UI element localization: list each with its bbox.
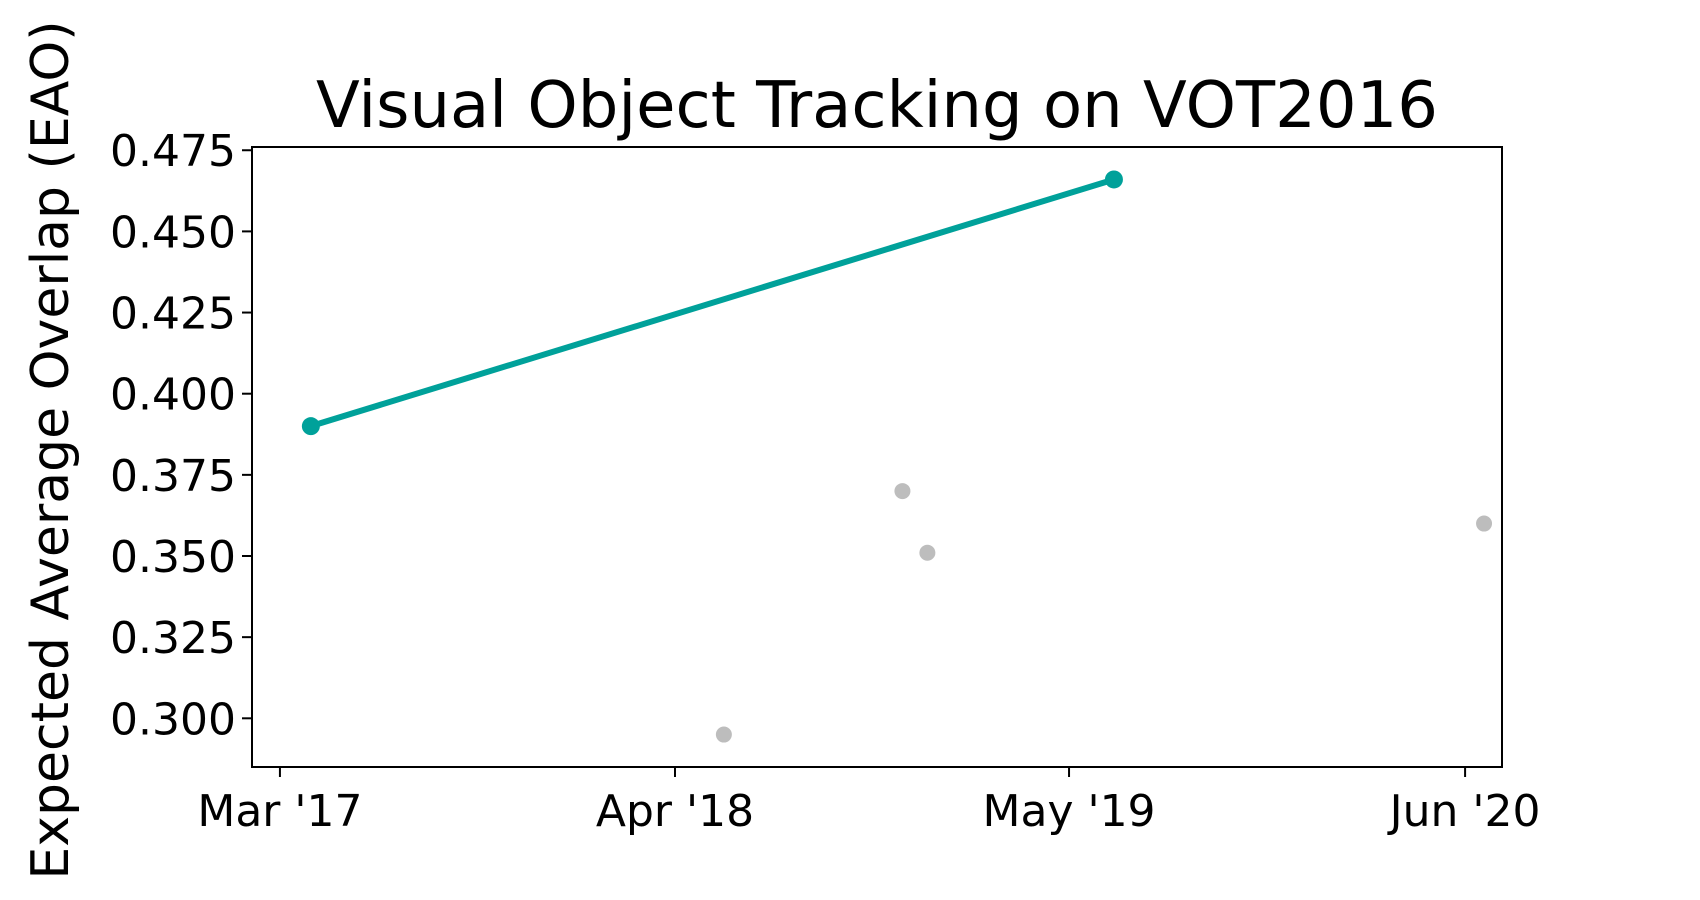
y-axis: 0.300 0.325 0.350 0.375 0.400 0.425 0.450 0.475	[110, 126, 252, 745]
y-tick-label: 0.350	[110, 532, 236, 583]
x-axis: Mar '17 Apr '18 May '19 Jun '20	[197, 767, 1541, 837]
chart-title: Visual Object Tracking on VOT2016	[316, 69, 1438, 143]
other-point	[919, 544, 936, 561]
sota-line	[307, 176, 1117, 430]
x-tick-label: Apr '18	[596, 786, 754, 837]
other-point	[715, 726, 732, 743]
y-tick-label: 0.475	[110, 126, 236, 177]
x-tick-label: Mar '17	[197, 786, 362, 837]
y-axis-label: Expected Average Overlap (EAO)	[21, 20, 81, 879]
y-tick-label: 0.450	[110, 207, 236, 258]
y-tick-label: 0.425	[110, 289, 236, 340]
other-point	[894, 483, 911, 500]
sota-point	[301, 417, 320, 436]
y-tick-label: 0.325	[110, 613, 236, 664]
y-tick-label: 0.300	[110, 694, 236, 745]
x-tick-label: May '19	[983, 786, 1156, 837]
y-tick-label: 0.375	[110, 451, 236, 502]
y-axis-label-text: Expected Average Overlap (EAO)	[21, 20, 81, 879]
plot-area	[301, 170, 1493, 743]
sota-point	[1104, 170, 1123, 189]
other-point	[1476, 515, 1493, 532]
y-tick-label: 0.400	[110, 370, 236, 421]
x-tick-label: Jun '20	[1387, 786, 1541, 837]
plot-frame	[251, 146, 1503, 768]
